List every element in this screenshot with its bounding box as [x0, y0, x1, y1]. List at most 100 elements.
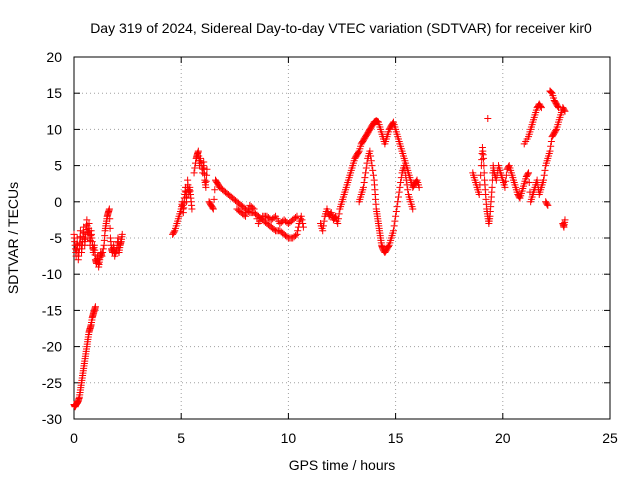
data-point	[392, 207, 400, 215]
data-point	[484, 115, 492, 123]
data-point	[360, 178, 368, 186]
data-point	[327, 210, 335, 218]
y-tick-label: -15	[42, 302, 62, 318]
data-point	[361, 174, 369, 182]
data-point	[203, 165, 211, 173]
data-point	[412, 177, 420, 185]
data-point	[502, 177, 510, 185]
data-point	[98, 252, 106, 260]
data-point	[283, 233, 291, 241]
data-point	[292, 213, 300, 221]
data-point	[106, 215, 114, 223]
data-point	[543, 200, 551, 208]
data-point	[480, 154, 488, 162]
data-point	[480, 169, 488, 177]
data-point	[334, 220, 342, 228]
data-point	[209, 205, 217, 213]
data-point	[368, 162, 376, 170]
data-point	[415, 183, 423, 191]
data-point	[294, 227, 302, 235]
y-tick-label: -20	[42, 339, 62, 355]
data-point	[106, 224, 114, 232]
data-point	[404, 186, 412, 194]
x-tick-label: 10	[281, 430, 297, 446]
data-point	[389, 227, 397, 235]
data-point	[73, 240, 81, 248]
data-point	[202, 177, 210, 185]
data-point	[501, 183, 509, 191]
data-point	[552, 127, 560, 135]
data-point	[91, 303, 99, 311]
data-point	[400, 162, 408, 170]
data-point	[334, 215, 342, 223]
data-point	[547, 137, 555, 145]
data-point	[554, 102, 562, 110]
data-point	[560, 106, 568, 114]
data-point	[83, 216, 91, 224]
data-point	[369, 171, 377, 179]
x-tick-label: 20	[495, 430, 511, 446]
data-point	[537, 102, 545, 110]
x-tick-label: 25	[602, 430, 618, 446]
y-tick-label: 0	[54, 194, 62, 210]
data-point	[392, 212, 400, 220]
data-point	[366, 147, 374, 155]
data-point	[359, 183, 367, 191]
data-point	[397, 174, 405, 182]
data-point	[200, 164, 208, 172]
data-point	[354, 148, 362, 156]
data-point	[298, 216, 306, 224]
data-point	[524, 170, 532, 178]
data-point	[210, 195, 218, 203]
data-point	[292, 232, 300, 240]
data-point	[105, 205, 113, 213]
y-axis-label: SDTVAR / TECUs	[5, 182, 21, 294]
data-point	[367, 157, 375, 165]
data-point	[547, 88, 555, 96]
data-point	[196, 154, 204, 162]
data-point	[191, 164, 199, 172]
data-point	[243, 209, 251, 217]
data-point	[293, 230, 301, 238]
data-point	[188, 205, 196, 213]
data-point	[537, 104, 545, 112]
data-point	[367, 152, 375, 160]
data-point	[547, 88, 555, 96]
x-tick-label: 15	[388, 430, 404, 446]
data-point	[319, 227, 327, 235]
data-point	[391, 217, 399, 225]
chart-title: Day 319 of 2024, Sidereal Day-to-day VTE…	[90, 20, 592, 36]
data-point	[369, 166, 377, 174]
x-tick-label: 0	[70, 430, 78, 446]
data-point	[362, 164, 370, 172]
data-point	[384, 242, 392, 250]
data-point	[320, 217, 328, 225]
data-point	[84, 228, 92, 236]
data-point	[409, 205, 417, 213]
data-point	[76, 227, 84, 235]
data-point	[477, 171, 485, 179]
data-point	[319, 222, 327, 230]
data-point	[293, 212, 301, 220]
data-point	[541, 166, 549, 174]
data-point	[396, 183, 404, 191]
data-point	[170, 228, 178, 236]
data-point	[395, 188, 403, 196]
data-point	[478, 156, 486, 164]
data-point	[363, 159, 371, 167]
x-tick-label: 5	[177, 430, 185, 446]
data-point	[200, 158, 208, 166]
data-point	[480, 162, 488, 170]
data-point	[394, 193, 402, 201]
data-point	[393, 203, 401, 211]
data-point	[252, 210, 260, 218]
data-point	[475, 191, 483, 199]
data-point	[250, 205, 258, 213]
y-tick-label: 20	[46, 49, 62, 65]
y-tick-label: -30	[42, 411, 62, 427]
data-point	[561, 107, 569, 115]
data-point	[118, 230, 126, 238]
data-point	[203, 171, 211, 179]
data-point	[99, 245, 107, 253]
data-point	[335, 210, 343, 218]
